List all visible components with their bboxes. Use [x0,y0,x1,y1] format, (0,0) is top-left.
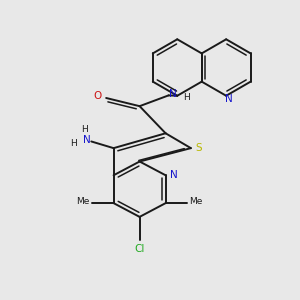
Text: Me: Me [76,197,90,206]
Text: N: N [170,170,178,180]
Text: N: N [83,135,91,145]
Text: H: H [70,139,77,148]
Text: O: O [94,91,102,101]
Text: H: H [183,94,190,103]
Text: S: S [196,143,202,153]
Text: N: N [225,94,233,104]
Text: Cl: Cl [134,244,145,254]
Text: Me: Me [189,197,203,206]
Text: H: H [81,125,88,134]
Text: N: N [169,89,177,99]
